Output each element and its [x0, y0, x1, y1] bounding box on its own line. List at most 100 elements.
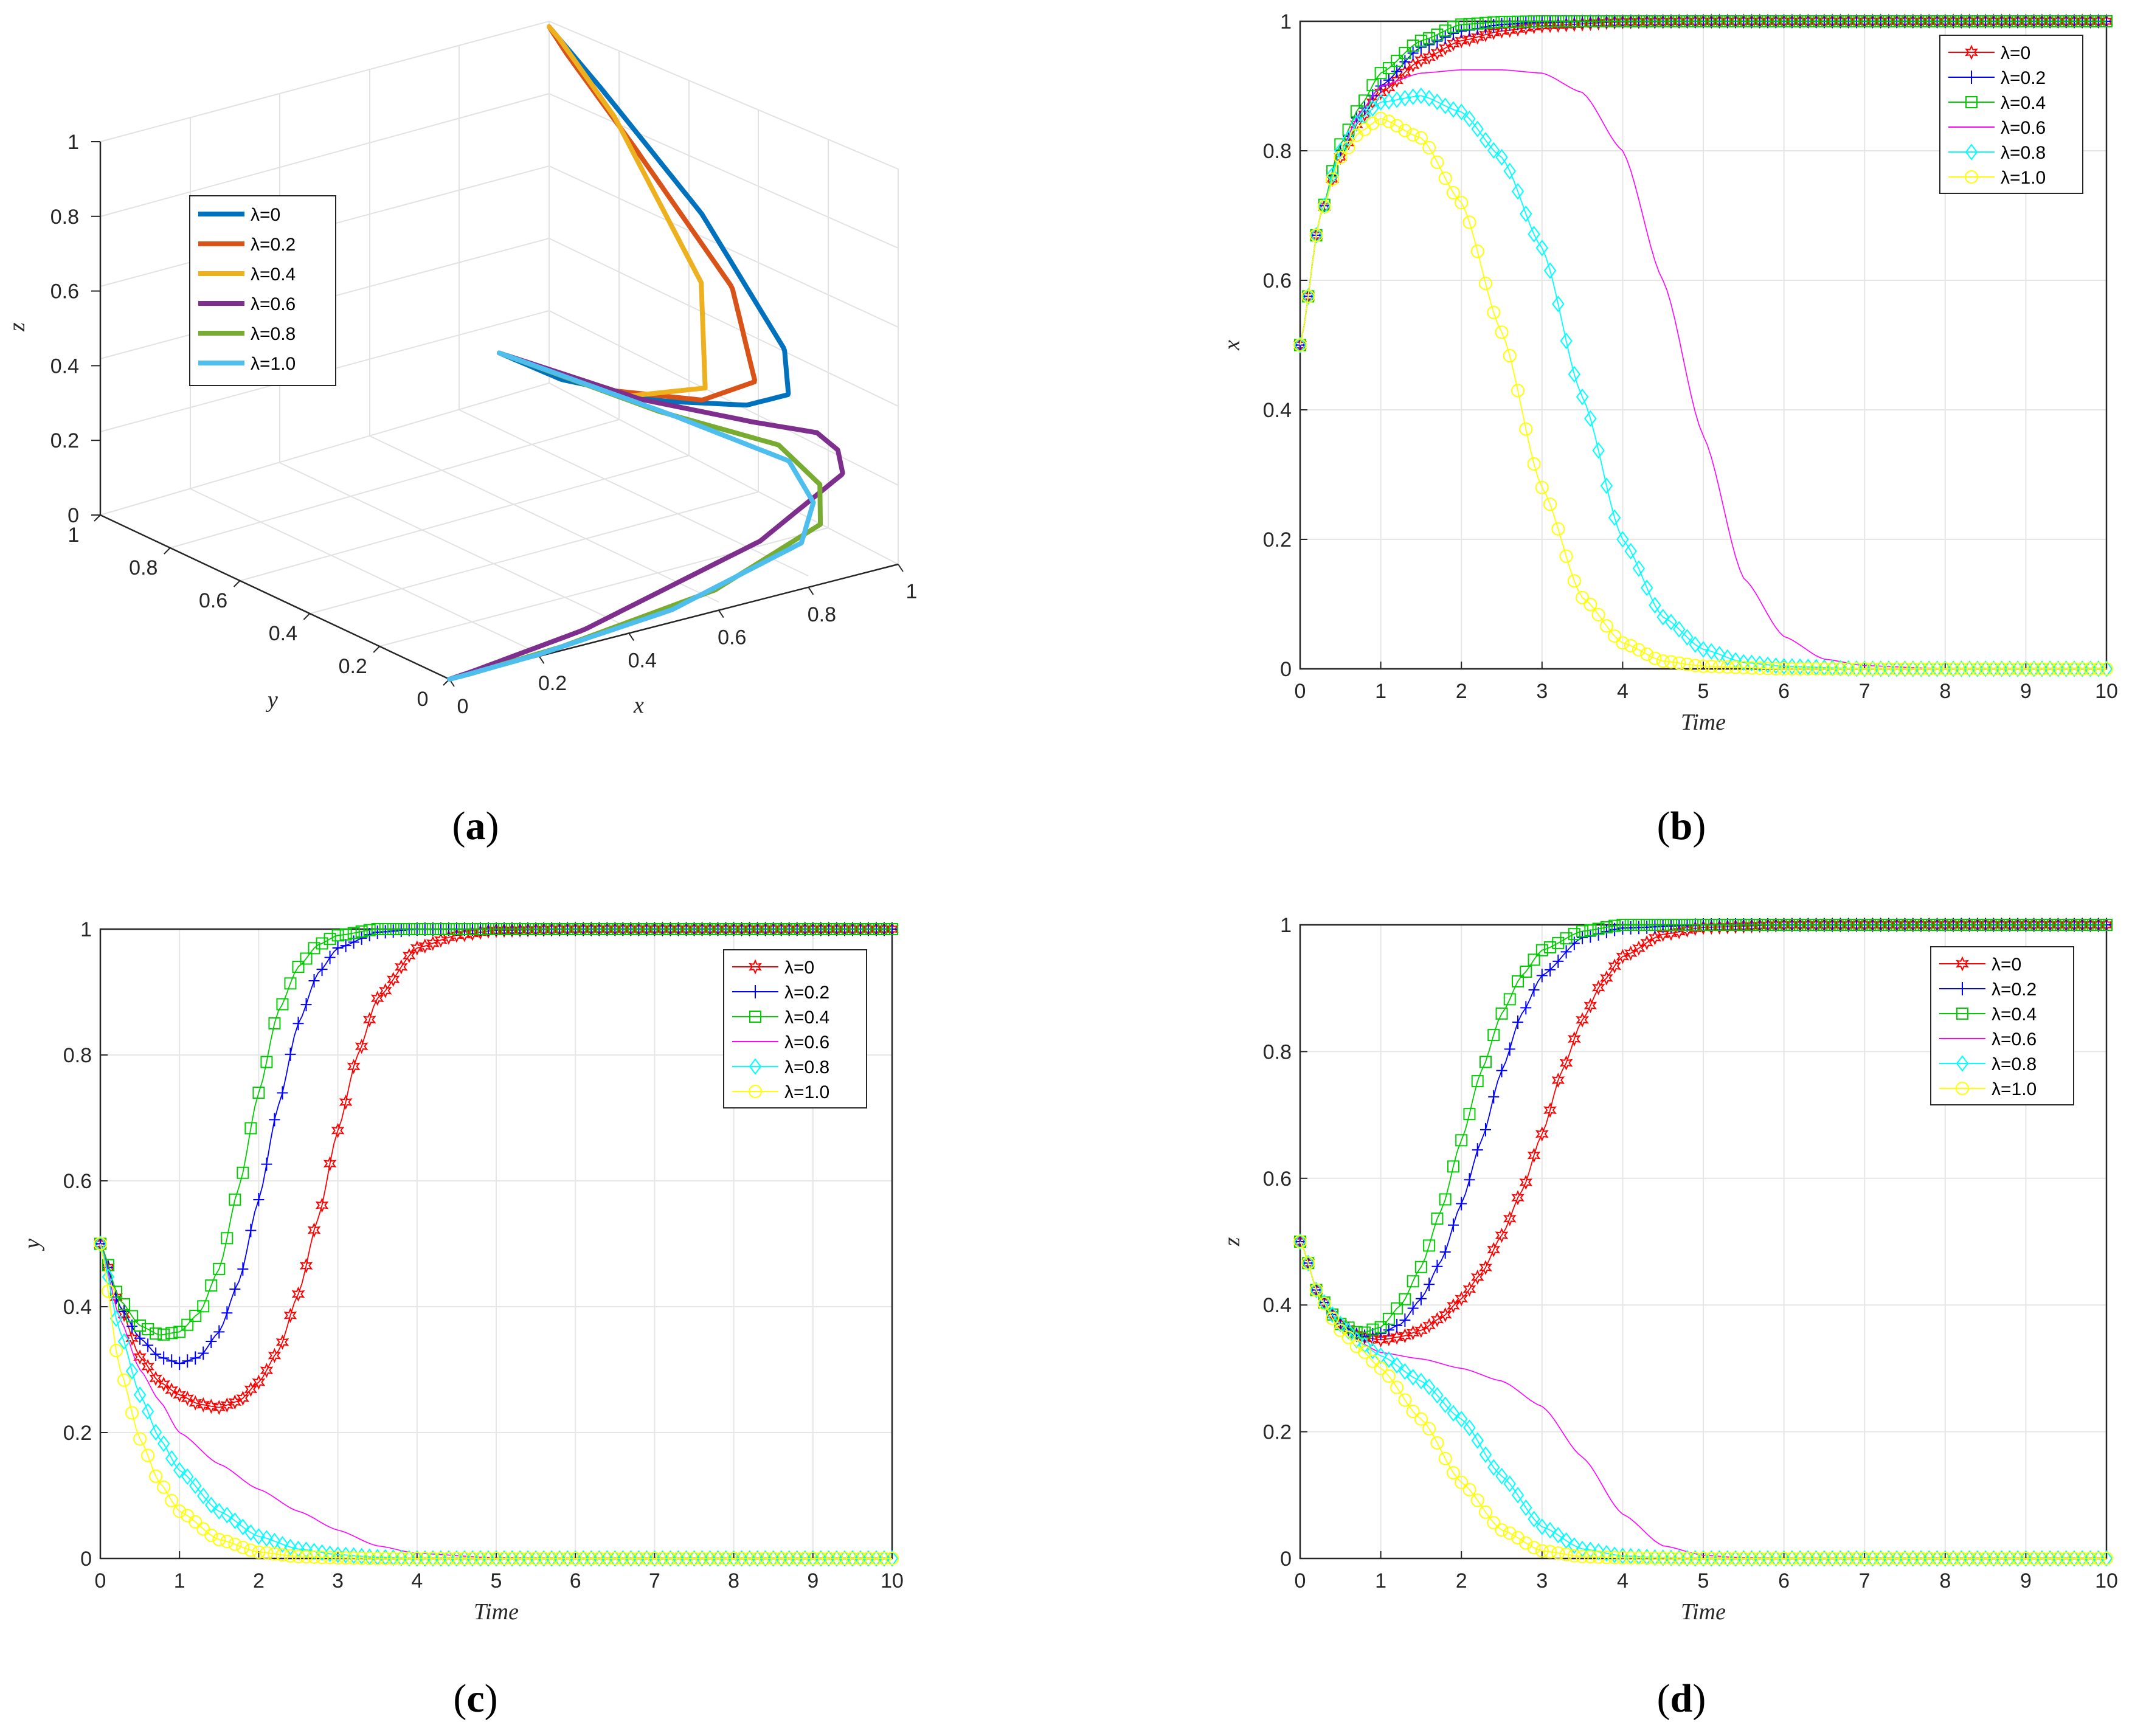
data-point — [791, 923, 803, 935]
data-point — [1342, 130, 1355, 147]
data-point — [1890, 660, 1903, 677]
x-tick-label: 8 — [728, 1569, 739, 1592]
data-point — [442, 923, 455, 935]
legend-item: λ=0.6 — [1939, 1029, 2037, 1050]
data-point — [465, 1552, 479, 1565]
data-point — [1649, 919, 1661, 931]
data-point — [268, 1017, 281, 1030]
data-point — [1672, 1549, 1686, 1567]
data-point — [236, 1540, 250, 1554]
x-tick-label: 9 — [807, 1569, 819, 1592]
data-point — [260, 1530, 273, 1547]
data-point — [1672, 621, 1686, 638]
data-point — [1817, 1552, 1831, 1565]
data-point — [386, 1552, 400, 1565]
data-point — [1801, 662, 1815, 676]
data-point — [2084, 1550, 2097, 1567]
data-point — [2035, 660, 2049, 677]
data-point — [742, 1552, 756, 1565]
data-point — [244, 1122, 257, 1135]
legend-marker — [749, 1011, 761, 1023]
data-point — [1705, 660, 1718, 674]
data-point — [1495, 1523, 1509, 1537]
data-point — [1681, 919, 1694, 931]
data-point — [2011, 1550, 2024, 1567]
data-point — [1519, 1536, 1533, 1550]
data-point — [2035, 15, 2048, 27]
data-point — [1656, 1549, 1669, 1566]
data-point — [347, 927, 360, 939]
data-point — [220, 1535, 234, 1549]
data-point — [1826, 15, 1839, 27]
data-point — [2067, 662, 2081, 676]
data-point — [355, 925, 368, 938]
data-point — [426, 923, 439, 935]
data-point — [426, 1552, 440, 1565]
data-point — [1841, 662, 1855, 676]
data-point — [2035, 919, 2048, 931]
data-point — [2043, 1552, 2057, 1565]
legend-item: λ=1.0 — [732, 1082, 829, 1102]
data-point — [1939, 1550, 1952, 1567]
data-point — [1689, 919, 1701, 931]
data-point — [1624, 15, 1637, 27]
x-tick-label: 10 — [881, 1569, 904, 1592]
data-point — [1366, 100, 1379, 117]
data-point — [370, 991, 384, 1006]
data-point — [1753, 661, 1767, 675]
data-point — [252, 1528, 265, 1545]
data-point — [1842, 15, 1855, 27]
data-point — [1995, 1552, 2009, 1565]
data-point — [1463, 1108, 1476, 1121]
data-point — [1375, 1327, 1386, 1341]
data-point — [1922, 1552, 1936, 1565]
data-point — [600, 1552, 614, 1565]
y-tick-label: 0.8 — [63, 1044, 92, 1067]
data-point — [1874, 1550, 1887, 1567]
data-point — [1431, 34, 1443, 48]
data-point — [1632, 560, 1646, 577]
data-point — [165, 1382, 178, 1398]
data-point — [141, 1403, 154, 1420]
data-point — [1374, 1332, 1388, 1347]
data-point — [189, 1477, 202, 1495]
x-tick-label: 3 — [332, 1569, 344, 1592]
data-point — [260, 1363, 274, 1378]
data-point — [102, 1268, 115, 1285]
data-point — [1430, 1436, 1444, 1450]
data-point — [1802, 15, 1815, 27]
data-point — [1535, 240, 1549, 257]
data-point — [2075, 662, 2089, 676]
data-point — [458, 923, 471, 935]
data-point — [1906, 660, 1920, 677]
data-point — [1850, 919, 1863, 931]
data-point — [324, 950, 336, 964]
x-tick-label: 0.6 — [718, 626, 746, 649]
data-point — [1478, 1505, 1492, 1519]
x-tick-label: 0.2 — [538, 672, 567, 695]
data-point — [1697, 641, 1710, 658]
data-point — [514, 923, 527, 935]
data-point — [1560, 332, 1573, 350]
data-point — [1463, 18, 1476, 30]
data-point — [1414, 1372, 1428, 1389]
data-point — [1592, 442, 1605, 459]
data-point — [133, 1349, 147, 1365]
data-point — [473, 1552, 487, 1565]
data-point — [1559, 1055, 1573, 1071]
data-point — [1882, 919, 1895, 931]
legend-label: λ=1.0 — [1992, 1079, 2037, 1099]
data-point — [339, 1551, 353, 1565]
data-point — [1487, 1242, 1501, 1257]
data-point — [1689, 636, 1701, 653]
data-point — [782, 1552, 796, 1565]
data-point — [1478, 277, 1492, 291]
data-point — [775, 923, 787, 935]
data-point — [601, 923, 614, 935]
data-point — [2019, 1552, 2033, 1565]
data-point — [2027, 919, 2040, 931]
data-point — [1439, 1193, 1452, 1206]
data-point — [1599, 970, 1613, 986]
data-point — [1431, 1259, 1443, 1273]
data-point — [1293, 336, 1307, 354]
